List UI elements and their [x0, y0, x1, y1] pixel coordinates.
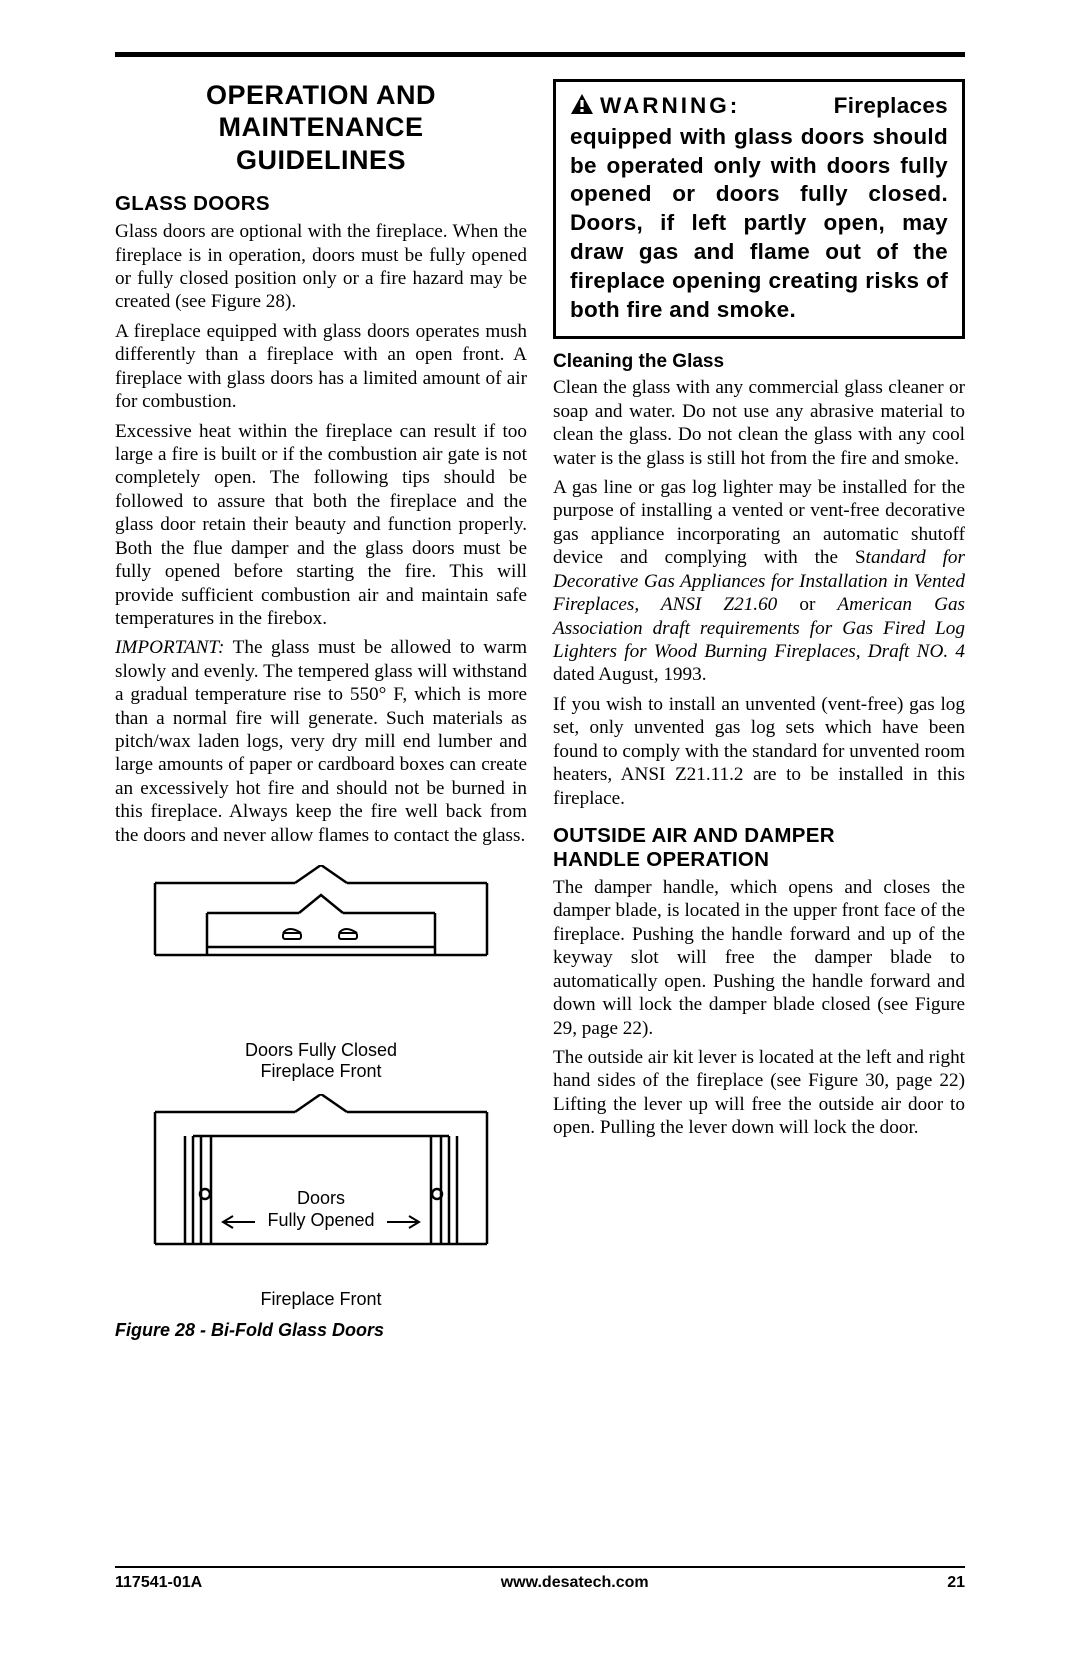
paragraph: Excessive heat within the fireplace can … [115, 420, 527, 631]
title-line: GUIDELINES [236, 145, 406, 175]
paragraph-standards: A gas line or gas log lighter may be ins… [553, 476, 965, 687]
figure-28: Doors Fully Closed Fireplace Front [115, 865, 527, 1341]
figure-inline-label: Doors [297, 1188, 345, 1208]
heading-line: HANDLE OPERATION [553, 848, 769, 871]
paragraph: A fireplace equipped with glass doors op… [115, 320, 527, 414]
text-run: dated August, 1993. [553, 664, 707, 685]
heading-line: OUTSIDE AIR AND DAMPER [553, 824, 835, 847]
right-column: WARNING: Fireplaces equipped with glass … [553, 79, 965, 1341]
figure-label: Fireplace Front [115, 1061, 527, 1082]
warning-body: Fireplaces equipped with glass doors sho… [570, 93, 948, 322]
footer-doc-id: 117541-01A [115, 1574, 202, 1592]
paragraph: Glass doors are optional with the firepl… [115, 220, 527, 314]
paragraph: The damper handle, which opens and close… [553, 876, 965, 1040]
footer-rule [115, 1566, 965, 1568]
figure-label: Doors Fully Closed [115, 1040, 527, 1061]
figure-inline-label: Fully Opened [267, 1210, 374, 1230]
title-line: OPERATION AND [206, 80, 436, 110]
title-line: MAINTENANCE [219, 112, 424, 142]
text-run: or [777, 594, 837, 615]
glass-doors-heading: GLASS DOORS [115, 192, 527, 216]
figure-label: Fireplace Front [115, 1289, 527, 1310]
cleaning-heading: Cleaning the Glass [553, 351, 965, 373]
left-column: OPERATION AND MAINTENANCE GUIDELINES GLA… [115, 79, 527, 1341]
paragraph: Clean the glass with any commercial glas… [553, 376, 965, 470]
outside-air-heading: OUTSIDE AIR AND DAMPER HANDLE OPERATION [553, 824, 965, 872]
warning-lead: WARNING: [600, 93, 740, 118]
page-footer: 117541-01A www.desatech.com 21 [115, 1566, 965, 1592]
footer-page-number: 21 [947, 1574, 965, 1592]
paragraph: The outside air kit lever is located at … [553, 1046, 965, 1140]
footer-url: www.desatech.com [501, 1574, 649, 1592]
section-title: OPERATION AND MAINTENANCE GUIDELINES [115, 79, 527, 176]
warning-box: WARNING: Fireplaces equipped with glass … [553, 79, 965, 339]
important-body: The glass must be allowed to warm slowly… [115, 637, 527, 845]
paragraph: If you wish to install an unvented (vent… [553, 693, 965, 810]
figure-caption: Figure 28 - Bi-Fold Glass Doors [115, 1320, 527, 1341]
figure-closed-diagram [115, 865, 527, 1035]
important-label: IMPORTANT: [115, 637, 224, 658]
warning-icon [570, 93, 594, 123]
figure-open-diagram: Doors Fully Opened [115, 1094, 527, 1284]
warning-text: WARNING: Fireplaces equipped with glass … [570, 92, 948, 324]
paragraph-important: IMPORTANT: The glass must be allowed to … [115, 636, 527, 847]
top-rule [115, 52, 965, 57]
